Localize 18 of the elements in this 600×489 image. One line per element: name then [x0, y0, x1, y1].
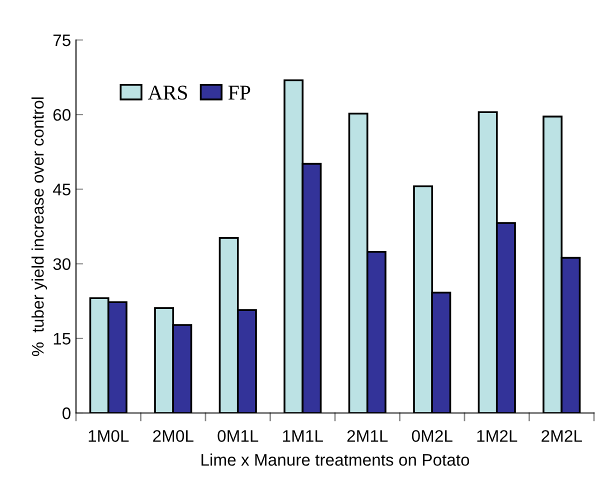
- x-axis-title: Lime x Manure treatments on Potato: [202, 454, 470, 466]
- y-tick-label: 60: [53, 109, 70, 121]
- y-tick-label: 30: [53, 258, 70, 270]
- y-axis-title: % tuber yield increase over control: [32, 97, 48, 356]
- y-tick-label: 0: [62, 407, 70, 420]
- x-tick-label: 1M0L: [88, 430, 129, 442]
- x-tick-label: 2M2L: [542, 430, 582, 442]
- y-tick-label: 15: [54, 332, 70, 345]
- x-tick-label: 2M1L: [347, 430, 388, 442]
- x-tick-label: 2M0L: [153, 430, 194, 442]
- legend-label: ARS: [148, 86, 187, 100]
- x-tick-label: 0M1L: [218, 430, 258, 442]
- x-tick-label: 0M2L: [412, 430, 452, 442]
- y-tick-label: 45: [52, 184, 70, 196]
- y-tick-label: 75: [53, 34, 70, 46]
- x-tick-label: 1M2L: [477, 430, 518, 442]
- x-tick-label: 1M1L: [283, 430, 323, 442]
- legend-label: FP: [228, 86, 250, 100]
